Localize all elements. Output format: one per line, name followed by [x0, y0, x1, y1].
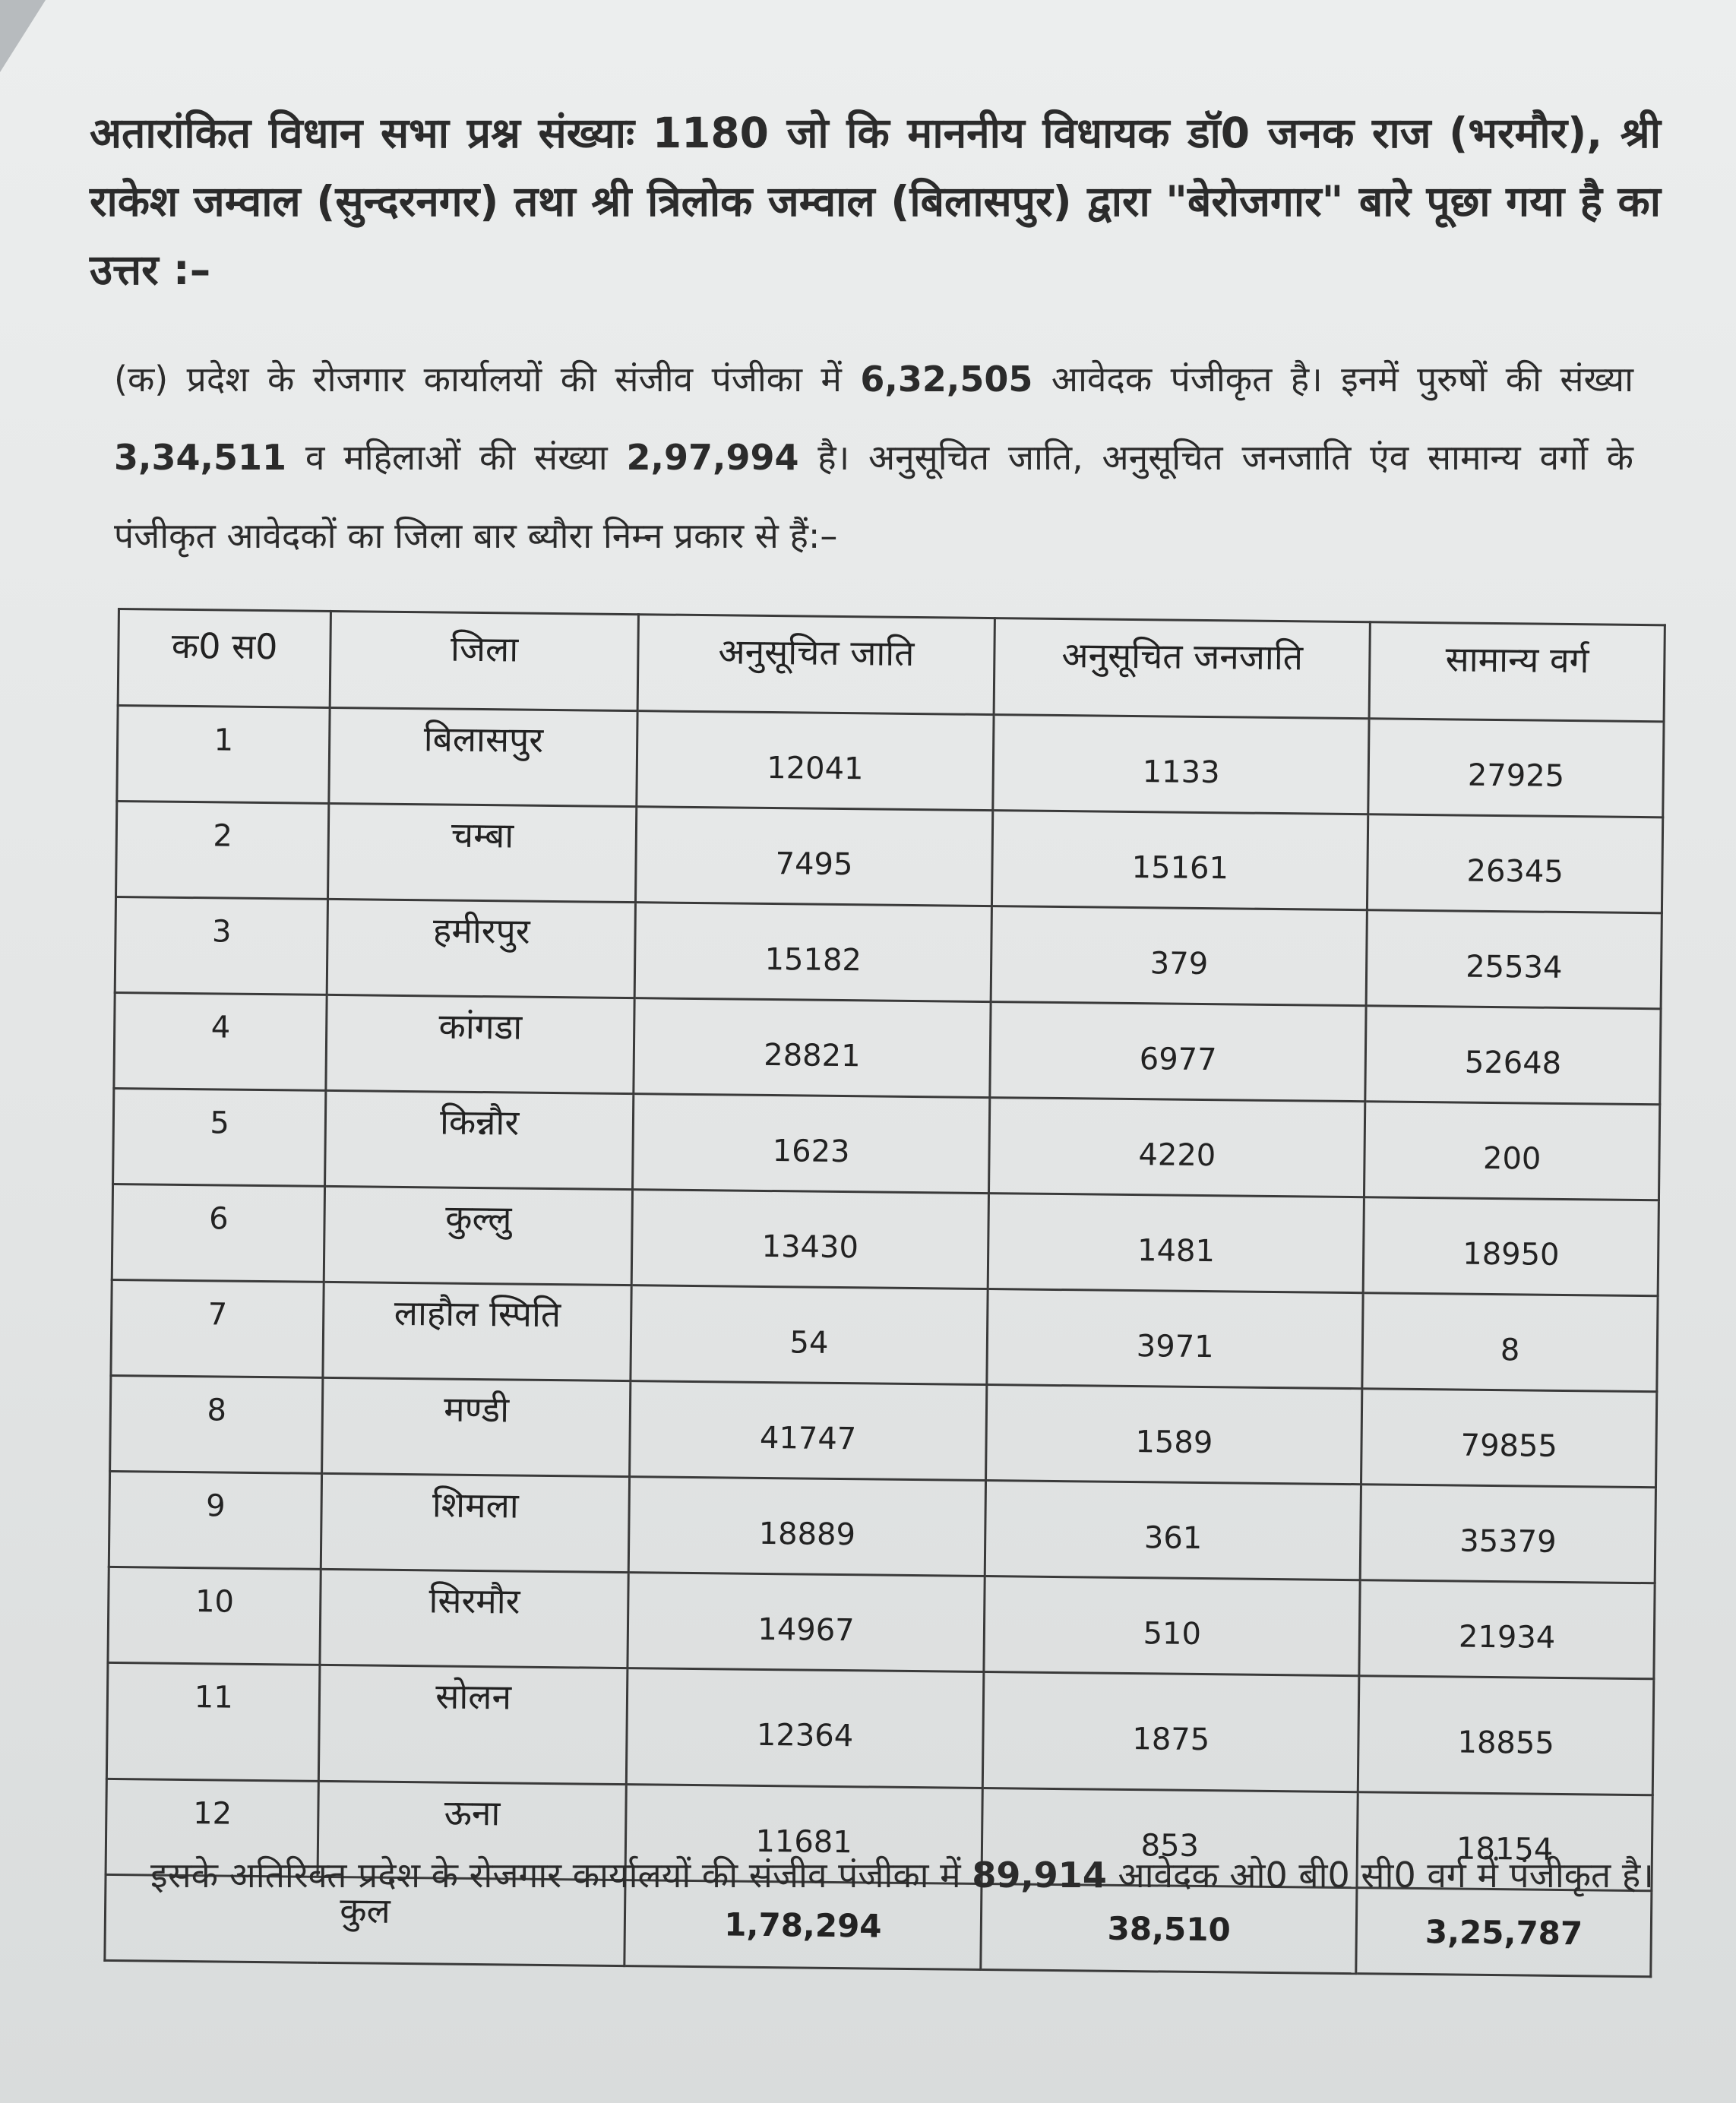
serial-no: 7	[110, 1279, 324, 1378]
serial-no: 5	[112, 1088, 327, 1187]
serial-no: 1	[116, 705, 330, 804]
general-count: 26345	[1367, 814, 1663, 913]
intro-paragraph: (क) प्रदेश के रोजगार कार्यालयों की संजीव…	[114, 340, 1633, 575]
st-count: 510	[984, 1576, 1361, 1676]
serial-no: 9	[109, 1471, 323, 1570]
serial-no: 4	[113, 992, 327, 1091]
district-name: लाहौल स्पिति	[323, 1282, 632, 1381]
male-count: 3,34,511	[114, 437, 286, 478]
table-row: 8 मण्डी 41747 1589 79855	[109, 1375, 1657, 1488]
sc-count: 15182	[634, 902, 992, 1002]
general-count: 18950	[1363, 1197, 1659, 1296]
st-count: 1481	[988, 1193, 1364, 1293]
general-count: 18855	[1358, 1675, 1654, 1795]
sc-count: 18889	[628, 1476, 986, 1576]
table-row: 10 सिरमौर 14967 510 21934	[107, 1567, 1655, 1679]
st-count: 3971	[987, 1289, 1364, 1389]
table-row: 11 सोलन 12364 1875 18855	[106, 1662, 1654, 1795]
table-row: 2 चम्बा 7495 15161 26345	[115, 801, 1663, 913]
st-count: 361	[985, 1480, 1361, 1580]
header-serial-no: क0 स0	[118, 609, 331, 708]
header-district: जिला	[330, 611, 639, 711]
heading-prefix: अतारांकित	[90, 109, 251, 157]
sc-count: 13430	[631, 1189, 989, 1289]
general-count: 35379	[1360, 1484, 1656, 1583]
sc-count: 28821	[633, 998, 991, 1098]
table-row: 4 कांगडा 28821 6977 52648	[113, 992, 1662, 1105]
district-name: किन्नौर	[325, 1090, 634, 1190]
intro-text-3: व महिलाओं की संख्या	[286, 437, 627, 478]
heading-rest: विधान सभा प्रश्न संख्याः 1180 जो कि मानन…	[90, 109, 1661, 294]
district-name: कुल्लु	[324, 1186, 633, 1286]
general-count: 8	[1362, 1292, 1659, 1392]
serial-no: 6	[112, 1184, 326, 1282]
serial-no: 2	[115, 801, 330, 900]
sc-count: 1623	[632, 1093, 991, 1194]
header-scheduled-caste: अनुसूचित जाति	[637, 614, 995, 715]
header-scheduled-tribe: अनुसूचित जनजाति	[994, 618, 1371, 719]
sc-count: 12364	[626, 1668, 985, 1788]
folded-page-corner	[0, 0, 46, 72]
general-count: 79855	[1361, 1388, 1657, 1488]
sc-count: 12041	[636, 710, 994, 811]
serial-no: 8	[109, 1375, 324, 1474]
intro-text-1: (क) प्रदेश के रोजगार कार्यालयों की संजीव…	[114, 359, 861, 400]
footer-text-2: आवेदक ओ0 बी0 सी0 वर्ग में पंजीकृत है।	[1106, 1855, 1654, 1896]
female-count: 2,97,994	[626, 437, 799, 478]
district-name: चम्बा	[327, 803, 637, 903]
general-count: 21934	[1359, 1580, 1655, 1679]
table-row: 3 हमीरपुर 15182 379 25534	[115, 897, 1662, 1009]
district-name: कांगडा	[326, 995, 635, 1094]
serial-no: 11	[106, 1662, 321, 1782]
serial-no: 3	[115, 897, 328, 995]
intro-text-4: है। अनुसूचित जाति, अनुसूचित जनजाति एंव स…	[114, 437, 1633, 556]
st-count: 379	[991, 906, 1368, 1006]
footer-paragraph: इसके अतिरिक्त प्रदेश के रोजगार कार्यालयो…	[150, 1835, 1662, 1915]
sc-count: 14967	[627, 1572, 985, 1672]
serial-no: 10	[107, 1567, 321, 1665]
obc-count: 89,914	[972, 1855, 1107, 1896]
table-row: 7 लाहौल स्पिति 54 3971 8	[110, 1279, 1659, 1392]
district-name: बिलासपुर	[329, 707, 637, 807]
st-count: 1133	[993, 714, 1370, 814]
table-row: 5 किन्नौर 1623 4220 200	[112, 1088, 1660, 1200]
footer-text-1: इसके अतिरिक्त प्रदेश के रोजगार कार्यालयो…	[150, 1855, 972, 1896]
sc-count: 7495	[635, 806, 994, 906]
header-general-category: सामान्य वर्ग	[1369, 621, 1665, 722]
general-count: 27925	[1368, 718, 1665, 817]
district-name: हमीरपुर	[327, 899, 636, 998]
st-count: 4220	[988, 1097, 1366, 1197]
total-registered: 6,32,505	[860, 359, 1033, 400]
general-count: 52648	[1365, 1005, 1662, 1105]
district-name: सिरमौर	[320, 1569, 629, 1668]
st-count: 1875	[982, 1671, 1360, 1792]
district-name: मण्डी	[322, 1377, 631, 1477]
st-count: 1589	[985, 1384, 1363, 1485]
sc-count: 41747	[629, 1380, 988, 1481]
st-count: 15161	[991, 810, 1369, 910]
table-row: 6 कुल्लु 13430 1481 18950	[112, 1184, 1659, 1296]
st-count: 6977	[990, 1001, 1367, 1102]
table-row: 9 शिमला 18889 361 35379	[109, 1471, 1656, 1583]
sc-count: 54	[630, 1285, 988, 1385]
general-count: 200	[1364, 1101, 1660, 1200]
table-row: 1 बिलासपुर 12041 1133 27925	[116, 705, 1665, 817]
district-table: क0 स0 जिला अनुसूचित जाति अनुसूचित जनजाति…	[103, 608, 1666, 1978]
district-name: सोलन	[318, 1665, 628, 1785]
table-header-row: क0 स0 जिला अनुसूचित जाति अनुसूचित जनजाति…	[118, 609, 1665, 722]
district-name: शिमला	[321, 1473, 630, 1573]
intro-text-2: आवेदक पंजीकृत है। इनमें पुरुषों की संख्य…	[1032, 359, 1634, 400]
general-count: 25534	[1366, 909, 1662, 1009]
question-heading: अतारांकित विधान सभा प्रश्न संख्याः 1180 …	[90, 99, 1661, 304]
